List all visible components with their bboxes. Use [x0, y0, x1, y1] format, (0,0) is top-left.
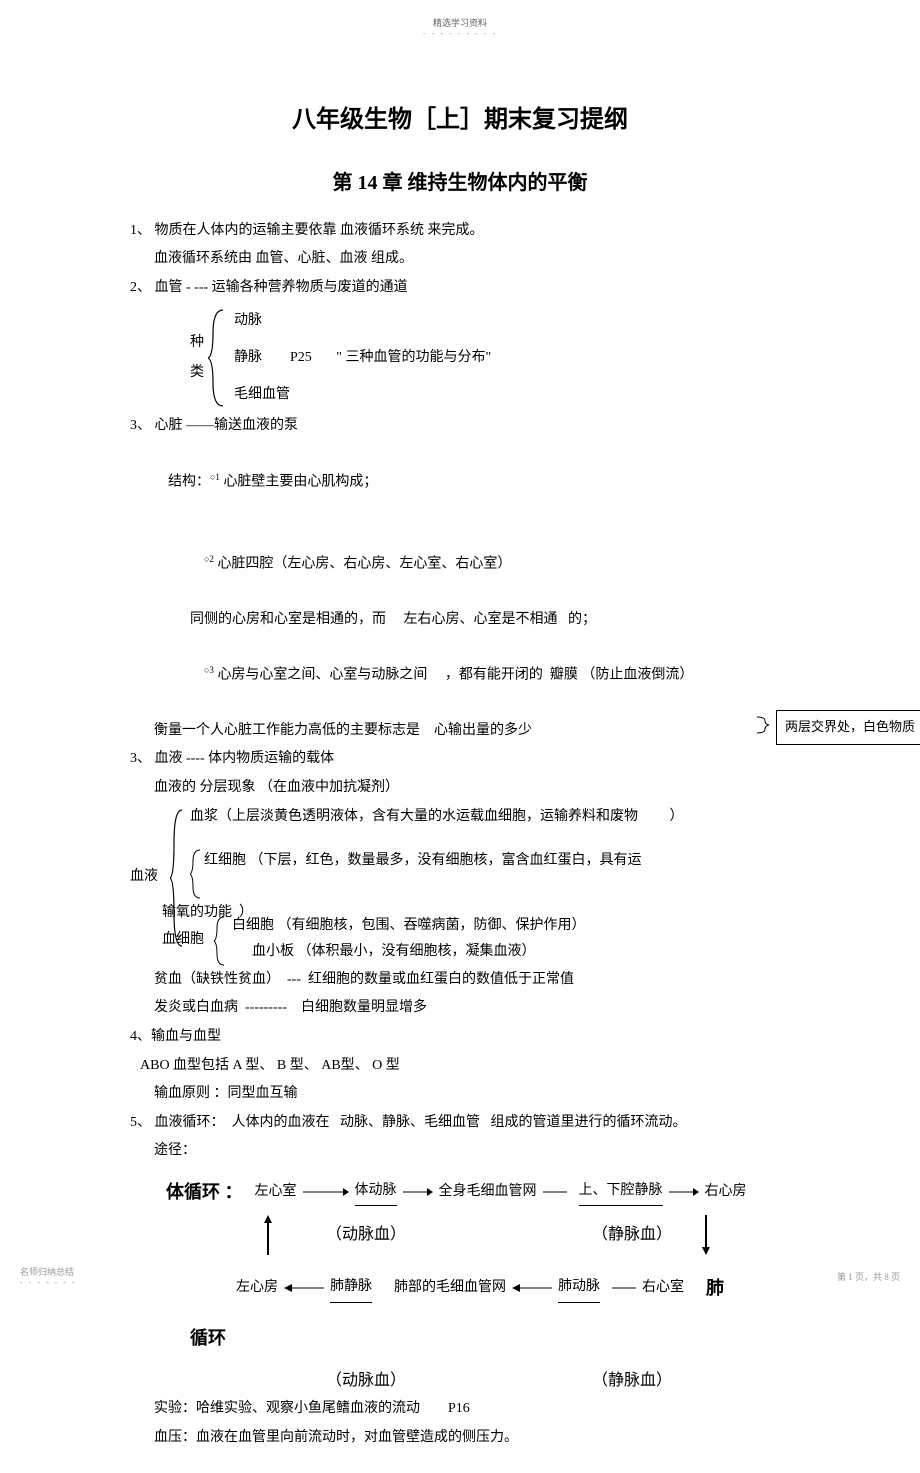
arrow-right-icon	[403, 1186, 433, 1198]
arrow-right-icon	[543, 1186, 573, 1198]
brace-label-bot: 类	[190, 360, 204, 387]
label-blood-cells: 血细胞	[162, 927, 204, 954]
line-3c: ○2 心脏四腔（左心房、右心房、左心室、右心室）	[130, 524, 790, 604]
line-7a: 实验：哈维实验、观察小鱼尾鳍血液的流动 P16	[130, 1396, 790, 1423]
line-4c: 血浆（上层淡黄色透明液体，含有大量的水运载血细胞，运输养料和废物 ）	[190, 804, 790, 831]
label-venous-1: （静脉血）	[592, 1220, 672, 1250]
node-cap2: 肺部的毛细血管网	[394, 1275, 506, 1302]
circulation-label: 循环	[190, 1321, 790, 1355]
lung-label: 肺	[706, 1271, 724, 1305]
footer-left-text: 名师归纳总结	[20, 1265, 77, 1278]
line-4e: 红细胞 （下层，红色，数量最多，没有细胞核，富含血红蛋白，具有运	[204, 853, 642, 868]
line-5a: 4、输血与血型	[130, 1024, 790, 1051]
arrow-up-icon	[260, 1215, 276, 1255]
arrow-left-icon	[284, 1282, 324, 1294]
node-ra: 右心房	[705, 1179, 747, 1206]
line-4b: 血液的 分层现象 （在血液中加抗凝剂）	[130, 775, 790, 802]
line-6b: 途径：	[130, 1138, 790, 1165]
label-arterial-2: （动脉血）	[326, 1366, 406, 1396]
right-brace-icon	[755, 715, 775, 735]
line-4k: 发炎或白血病 --------- 白细胞数量明显增多	[130, 995, 790, 1022]
line-3e: ○3 心房与心室之间、心室与动脉之间 ，都有能开闭的 瓣膜 （防止血液倒流）	[130, 635, 790, 715]
left-brace-icon	[208, 308, 228, 408]
line-3d: 同侧的心房和心室是相通的，而 左右心房、心室是不相通 的；	[130, 607, 790, 634]
node-cap1: 全身毛细血管网	[439, 1179, 537, 1206]
page-top-header: 精选学习资料	[0, 0, 920, 29]
note-text: 两层交界处，白色物质	[785, 719, 915, 734]
small-brace-icon	[190, 848, 204, 900]
label-arterial-1: （动脉血）	[326, 1220, 406, 1250]
arrow-down-icon	[698, 1215, 714, 1255]
node-lv: 左心室	[255, 1179, 297, 1206]
line-4a: 3、 血液 ---- 体内物质运输的载体	[130, 746, 790, 773]
page-top-dots: - - - - - - - - -	[0, 29, 920, 38]
line-5c: 输血原则 ：同型血互输	[130, 1081, 790, 1108]
systemic-label: 体循环 ：	[166, 1175, 243, 1209]
footer-left: 名师归纳总结 - - - - - - -	[20, 1265, 77, 1287]
brace-item-1: 动脉	[234, 308, 491, 335]
line-7b: 血压：血液在血管里向前流动时，对血管壁造成的侧压力。	[130, 1425, 790, 1452]
label-blood: 血液	[130, 864, 158, 891]
line-1a: 1、 物质在人体内的运输主要依靠 血液循环系统 来完成。	[130, 218, 790, 245]
footer-right: 第 1 页，共 8 页	[837, 1270, 900, 1283]
line-4j: 贫血（缺铁性贫血） --- 红细胞的数量或血红蛋白的数值低于正常值	[130, 967, 790, 994]
line-4h: 白细胞 （有细胞核，包围、吞噬病菌，防御、保护作用）	[232, 913, 586, 940]
arrow-right-icon	[303, 1186, 349, 1198]
node-pa: 肺动脉	[558, 1274, 600, 1303]
arrow-left-icon	[606, 1282, 636, 1294]
line-3b: 结构：○1 心脏壁主要由心肌构成；	[130, 442, 790, 522]
arrow-left-icon	[512, 1282, 552, 1294]
brace-item-2: 静脉 P25 " 三种血管的功能与分布"	[234, 345, 491, 372]
node-aorta: 体动脉	[355, 1178, 397, 1207]
node-pv: 肺静脉	[330, 1274, 372, 1303]
chapter-title: 第 14 章 维持生物体内的平衡	[130, 164, 790, 202]
footer-left-dots: - - - - - - -	[20, 1278, 77, 1287]
node-la: 左心房	[236, 1275, 278, 1302]
line-2a: 2、 血管 - --- 运输各种营养物质与废道的通道	[130, 275, 790, 302]
brace-label-top: 种	[190, 330, 204, 357]
node-rv: 右心室	[642, 1275, 684, 1302]
brace-item-3: 毛细血管	[234, 382, 491, 409]
small-brace-2-icon	[214, 915, 228, 967]
arrow-right-icon	[669, 1186, 699, 1198]
line-3f: 衡量一个人心脏工作能力高低的主要标志是 心输出量的多少	[130, 718, 790, 745]
line-6a: 5、 血液循环： 人体内的血液在 动脉、静脉、毛细血管 组成的管道里进行的循环流…	[130, 1110, 790, 1137]
main-title: 八年级生物［上］期末复习提纲	[130, 98, 790, 144]
note-box: 两层交界处，白色物质	[776, 710, 920, 745]
line-1b: 血液循环系统由 血管、心脏、血液 组成。	[130, 246, 790, 273]
label-venous-2: （静脉血）	[592, 1366, 672, 1396]
line-3a: 3、 心脏 ——输送血液的泵	[130, 413, 790, 440]
node-vena: 上、下腔静脉	[579, 1178, 663, 1207]
line-4i: 血小板 （体积最小，没有细胞核，凝集血液）	[252, 939, 586, 966]
line-5b: ABO 血型包括 A 型、 B 型、 AB型、 O 型	[130, 1053, 790, 1080]
document-content: 八年级生物［上］期末复习提纲 第 14 章 维持生物体内的平衡 1、 物质在人体…	[0, 38, 920, 1473]
circulation-diagram: 体循环 ： 左心室 体动脉 全身毛细血管网 上、下腔静脉 右心房 （动脉血） （…	[130, 1175, 790, 1396]
